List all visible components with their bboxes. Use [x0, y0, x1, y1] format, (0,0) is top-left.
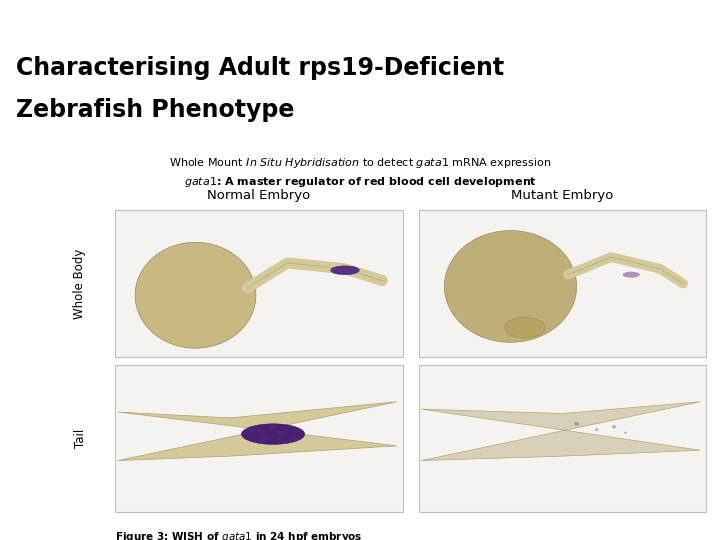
- Ellipse shape: [505, 318, 545, 338]
- Text: $\it{gata1}$: A master regulator of red blood cell development: $\it{gata1}$: A master regulator of red …: [184, 175, 536, 189]
- Ellipse shape: [612, 425, 616, 428]
- Text: Mutant Embryo: Mutant Embryo: [511, 189, 613, 202]
- Ellipse shape: [444, 231, 577, 342]
- Bar: [115, 365, 402, 512]
- Bar: [418, 210, 706, 357]
- Text: Whole Body: Whole Body: [73, 248, 86, 319]
- Ellipse shape: [241, 424, 305, 444]
- Text: UCL: UCL: [663, 10, 702, 28]
- Ellipse shape: [135, 242, 256, 348]
- Text: ⛪: ⛪: [657, 12, 664, 22]
- Ellipse shape: [330, 266, 359, 275]
- Ellipse shape: [624, 431, 627, 434]
- Ellipse shape: [248, 428, 257, 431]
- Bar: [418, 365, 706, 512]
- Polygon shape: [118, 402, 397, 461]
- Text: Zebrafish Phenotype: Zebrafish Phenotype: [16, 98, 294, 122]
- Ellipse shape: [623, 272, 640, 278]
- Polygon shape: [421, 402, 701, 461]
- Text: Figure 3: WISH of $\it{gata1}$ in 24 hpf embryos: Figure 3: WISH of $\it{gata1}$ in 24 hpf…: [115, 530, 363, 540]
- Bar: [115, 210, 402, 357]
- Text: Whole Mount $\it{In\ Situ\ Hybridisation}$ to detect $\it{gata1}$ mRNA expressio: Whole Mount $\it{In\ Situ\ Hybridisation…: [169, 156, 551, 170]
- Text: Tail: Tail: [73, 429, 86, 448]
- Ellipse shape: [260, 437, 269, 440]
- Ellipse shape: [277, 431, 286, 435]
- Ellipse shape: [289, 438, 297, 442]
- Ellipse shape: [269, 425, 277, 429]
- Text: Characterising Adult rps19-Deficient: Characterising Adult rps19-Deficient: [16, 56, 504, 80]
- Text: Normal Embryo: Normal Embryo: [207, 189, 310, 202]
- Ellipse shape: [574, 422, 579, 426]
- Text: METHODS AND RESULTS: METHODS AND RESULTS: [10, 11, 210, 26]
- Ellipse shape: [595, 428, 598, 431]
